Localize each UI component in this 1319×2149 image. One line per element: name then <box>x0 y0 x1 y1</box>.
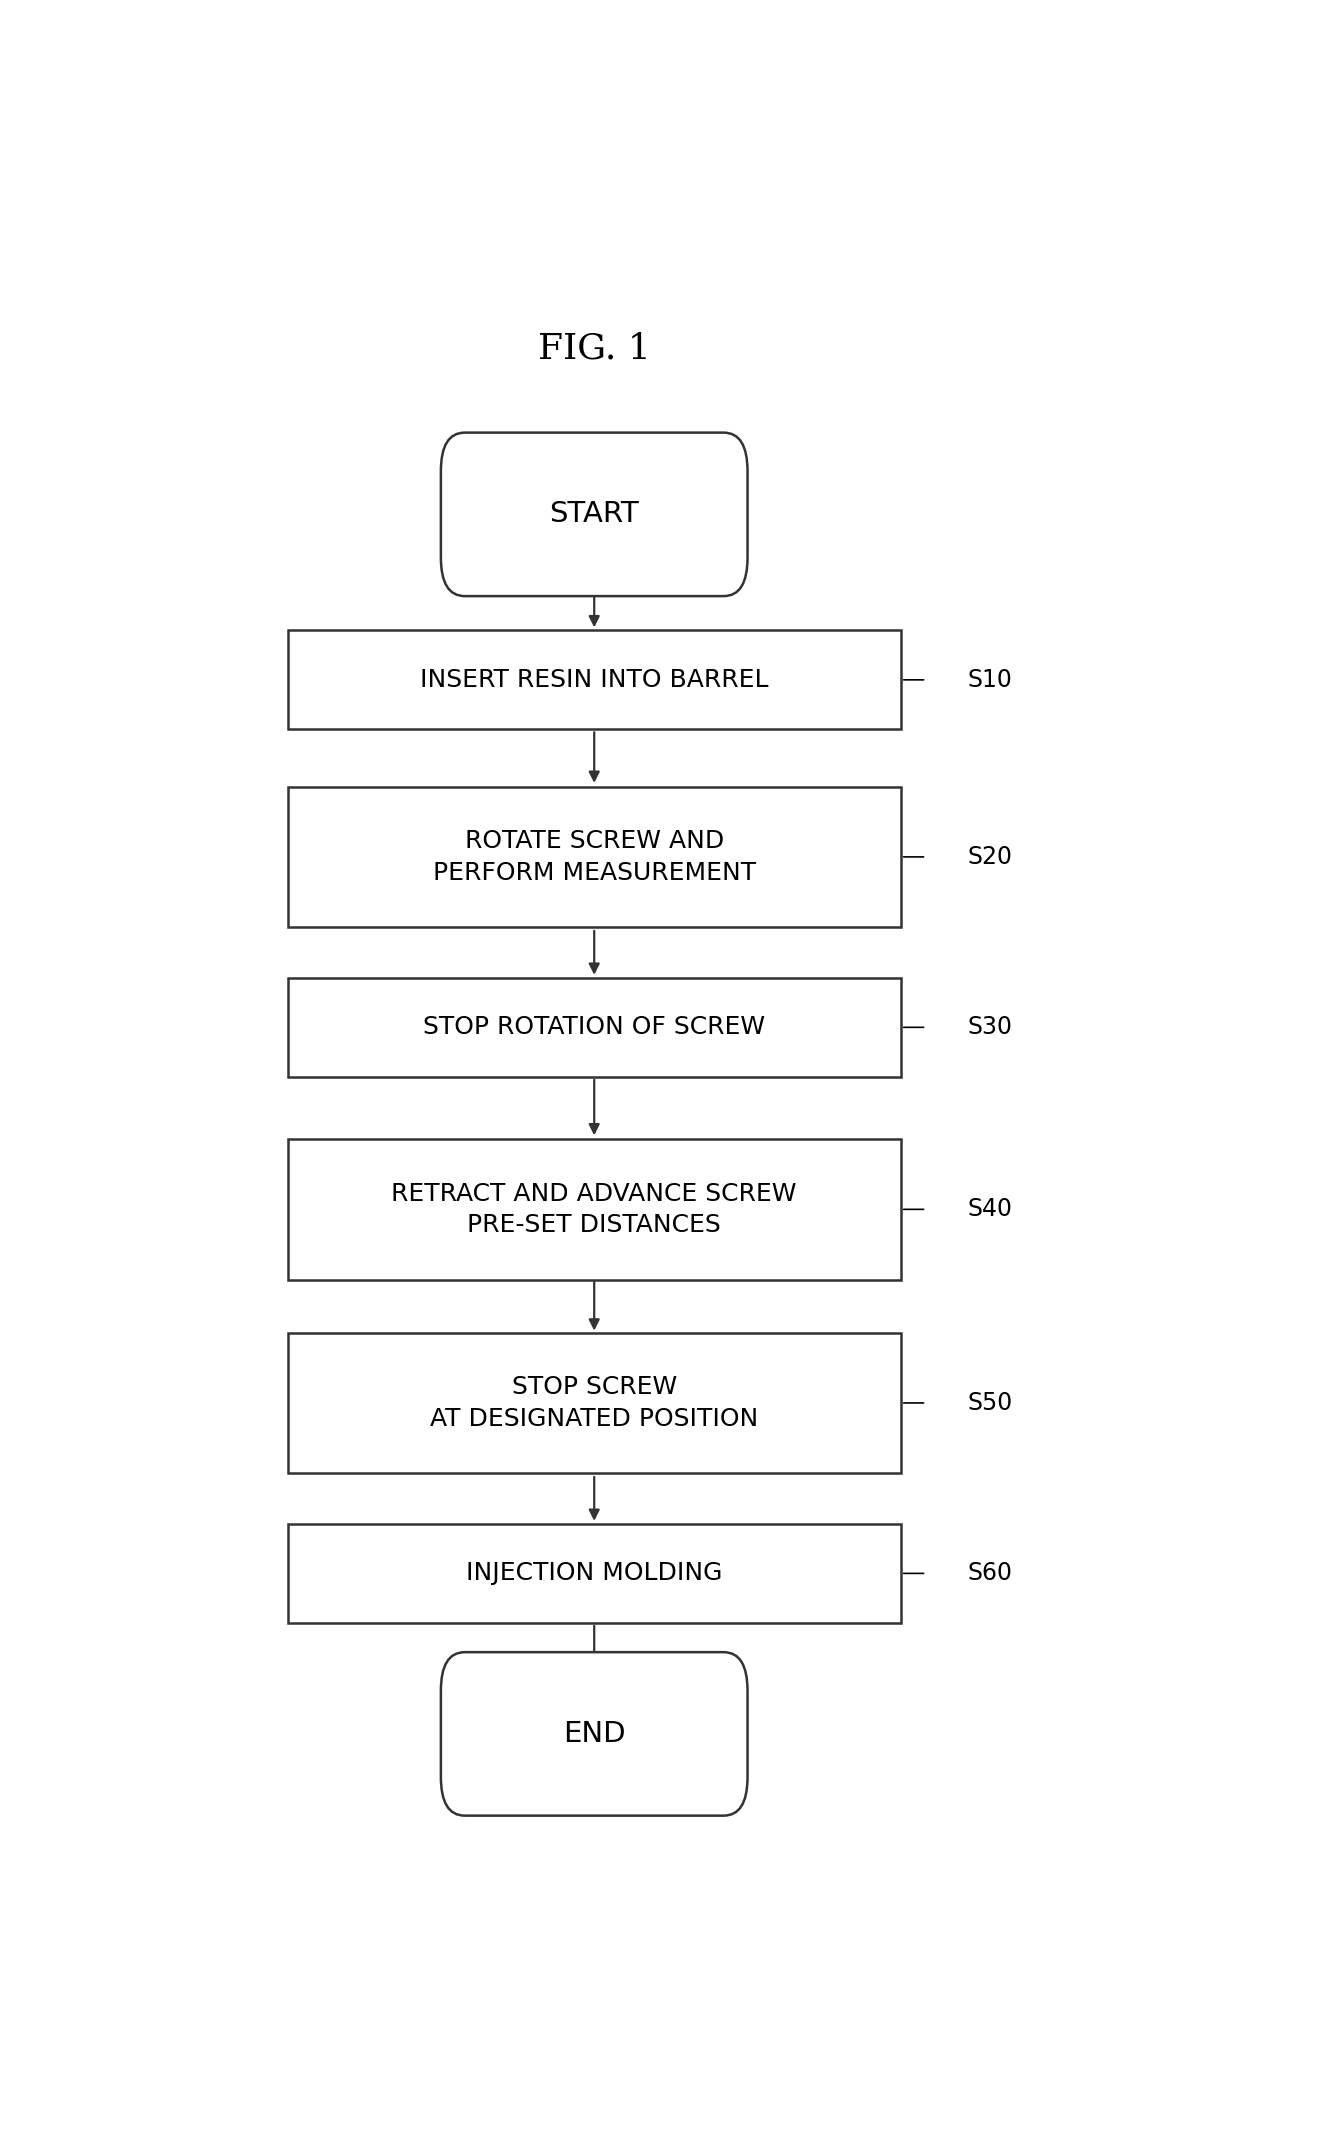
Text: INSERT RESIN INTO BARREL: INSERT RESIN INTO BARREL <box>419 668 769 692</box>
FancyBboxPatch shape <box>288 787 901 926</box>
Text: STOP SCREW
AT DESIGNATED POSITION: STOP SCREW AT DESIGNATED POSITION <box>430 1375 758 1431</box>
FancyBboxPatch shape <box>288 1139 901 1279</box>
Text: INJECTION MOLDING: INJECTION MOLDING <box>466 1562 723 1586</box>
Text: END: END <box>563 1719 625 1747</box>
Text: S60: S60 <box>967 1562 1012 1586</box>
FancyBboxPatch shape <box>288 978 901 1077</box>
Text: S50: S50 <box>967 1390 1013 1414</box>
FancyBboxPatch shape <box>441 1653 748 1816</box>
Text: STOP ROTATION OF SCREW: STOP ROTATION OF SCREW <box>423 1014 765 1040</box>
Text: S10: S10 <box>967 668 1012 692</box>
Text: FIG. 1: FIG. 1 <box>538 331 650 365</box>
FancyBboxPatch shape <box>288 1524 901 1622</box>
Text: ROTATE SCREW AND
PERFORM MEASUREMENT: ROTATE SCREW AND PERFORM MEASUREMENT <box>433 830 756 885</box>
FancyBboxPatch shape <box>288 630 901 729</box>
FancyBboxPatch shape <box>288 1332 901 1474</box>
Text: START: START <box>549 501 640 529</box>
Text: S20: S20 <box>967 845 1012 868</box>
Text: S30: S30 <box>967 1014 1012 1040</box>
Text: RETRACT AND ADVANCE SCREW
PRE-SET DISTANCES: RETRACT AND ADVANCE SCREW PRE-SET DISTAN… <box>392 1182 797 1238</box>
FancyBboxPatch shape <box>441 432 748 595</box>
Text: S40: S40 <box>967 1197 1012 1221</box>
